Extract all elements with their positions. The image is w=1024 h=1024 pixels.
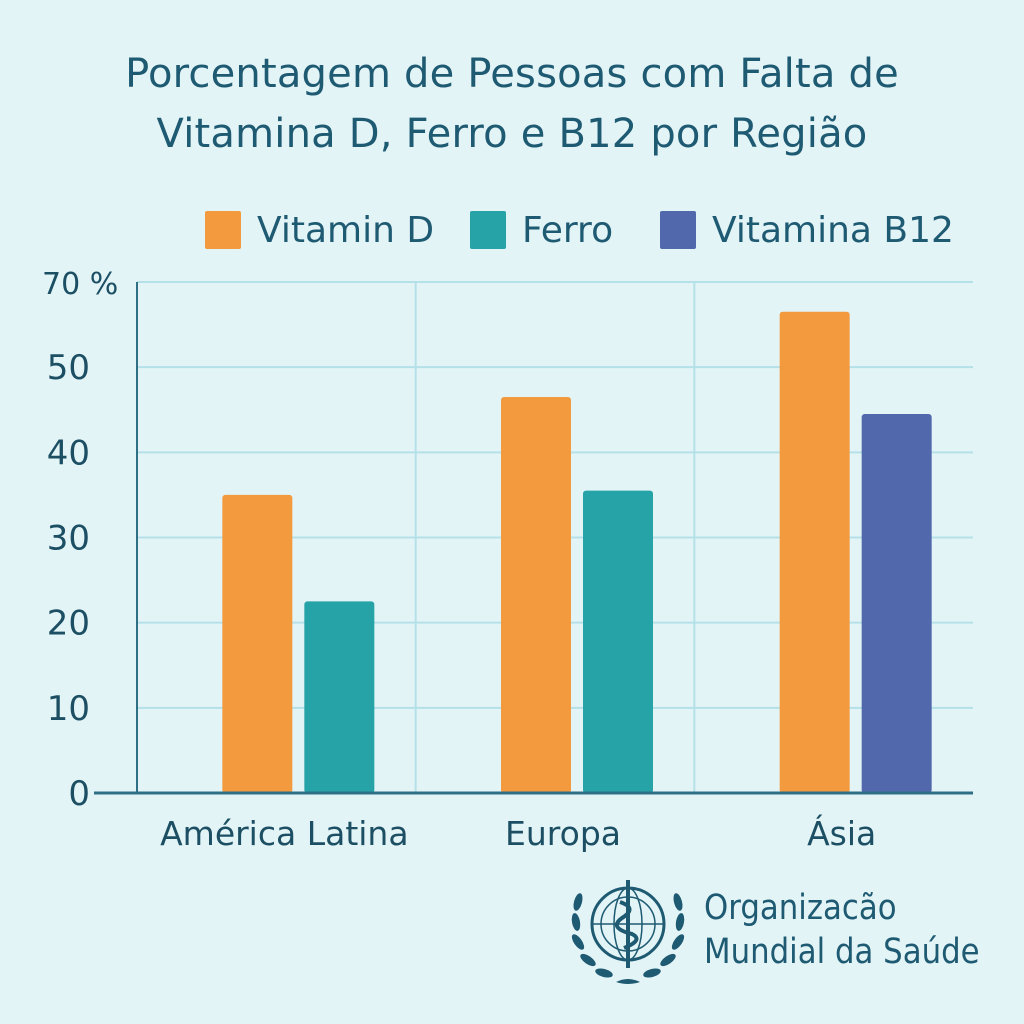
legend-swatch-vitamin-d	[205, 211, 241, 249]
y-tick-label-1: 10	[47, 689, 90, 729]
who-logo-text: Organizacão Mundial da Saúde	[704, 886, 980, 974]
y-tick-label-3: 30	[47, 519, 90, 559]
y-tick-label-0: 0	[68, 774, 90, 814]
who-logo-line-1: Organizacão	[704, 888, 897, 928]
bar-vitamin-d-2	[779, 311, 850, 793]
chart-title: Porcentagem de Pessoas com Falta de Vita…	[0, 44, 1024, 164]
y-tick-label-4: 40	[47, 433, 90, 473]
y-tick-label-6: 70 %	[42, 267, 118, 302]
bar-vitamin-d-0	[222, 494, 293, 793]
legend-item-vitamin-d: Vitamin D	[205, 204, 434, 256]
who-logo-line-2: Mundial da Saúde	[704, 932, 980, 972]
who-logo: Organizacão Mundial da Saúde	[566, 872, 1006, 992]
bar-vitamin-d-1	[501, 396, 571, 793]
legend-label-ferro: Ferro	[522, 209, 614, 251]
legend-swatch-vitamina-b12	[660, 211, 696, 249]
y-tick-label-2: 20	[47, 604, 90, 644]
legend-item-ferro: Ferro	[470, 204, 613, 256]
bar-ferro-0	[304, 601, 375, 793]
legend: Vitamin D Ferro Vitamina B12	[0, 204, 1024, 256]
x-tick-label-2: Ásia	[807, 813, 876, 853]
chart-title-line-1: Porcentagem de Pessoas com Falta de	[125, 51, 899, 97]
legend-label-vitamina-b12: Vitamina B12	[712, 209, 954, 251]
x-tick-label-1: Europa	[505, 814, 621, 853]
chart-title-line-2: Vitamina D, Ferro e B12 por Região	[156, 111, 868, 157]
x-tick-label-0: América Latina	[160, 814, 408, 853]
legend-label-vitamin-d: Vitamin D	[257, 209, 435, 251]
bar-ferro-1	[583, 490, 653, 793]
y-tick-label-5: 50	[47, 348, 90, 388]
legend-swatch-ferro	[470, 211, 506, 249]
bar-vitamina-b12-2	[861, 414, 932, 793]
legend-item-vitamina-b12: Vitamina B12	[660, 204, 954, 256]
who-emblem-icon	[571, 880, 685, 984]
